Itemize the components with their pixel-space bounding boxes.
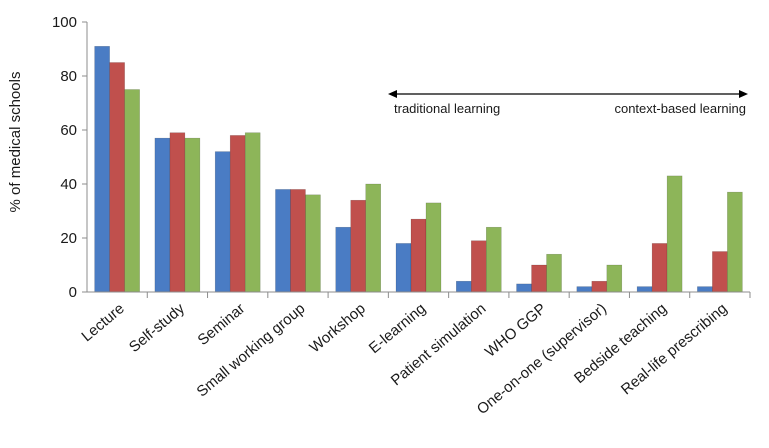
- bar-workshop-s2: [350, 199, 366, 293]
- bar-small-working-group-s3: [305, 194, 321, 293]
- bar-lecture-s1: [94, 46, 110, 293]
- y-tick-label: 40: [60, 176, 77, 193]
- bar-who-ggp-s3: [546, 253, 562, 293]
- bar-seminar-s1: [214, 151, 231, 293]
- bar-patient-simulation-s2: [471, 240, 487, 293]
- y-axis-title: % of medical schools: [7, 72, 24, 213]
- bar-who-ggp-s2: [531, 264, 547, 293]
- bar-real-life-prescribing-s1: [697, 286, 713, 293]
- bar-e-learning-s2: [410, 218, 427, 293]
- bar-one-on-one-supervisor-s2: [591, 280, 608, 293]
- bar-bedside-teaching-s1: [636, 286, 653, 293]
- bar-patient-simulation-s3: [486, 226, 502, 293]
- bar-patient-simulation-s1: [456, 280, 472, 293]
- bar-one-on-one-supervisor-s3: [606, 264, 623, 293]
- bar-self-study-s2: [169, 132, 186, 293]
- bar-one-on-one-supervisor-s1: [576, 286, 593, 293]
- x-tick-label-small-working-group: Small working group: [193, 300, 308, 400]
- bar-e-learning-s1: [395, 243, 412, 293]
- y-tick-label: 100: [52, 14, 77, 31]
- y-tick-label: 0: [69, 284, 77, 301]
- bar-workshop-s3: [365, 183, 381, 293]
- bar-self-study-s1: [154, 137, 171, 293]
- bar-small-working-group-s2: [290, 189, 306, 293]
- x-tick-label-real-life-prescribing: Real-life prescribing: [618, 300, 730, 398]
- bar-e-learning-s3: [425, 202, 442, 293]
- x-tick-label-lecture: Lecture: [78, 300, 127, 345]
- y-tick-label: 80: [60, 68, 77, 85]
- bar-bedside-teaching-s2: [651, 243, 668, 293]
- y-ticks-group: 0 20 40 60 80 100: [52, 14, 87, 301]
- y-tick-label: 20: [60, 230, 77, 247]
- x-tick-label-workshop: Workshop: [306, 300, 368, 356]
- bars-group: [94, 46, 743, 293]
- bar-workshop-s1: [335, 226, 351, 293]
- bar-who-ggp-s1: [516, 283, 532, 293]
- learning-spectrum-annotation: traditional learning context-based learn…: [388, 90, 748, 116]
- bar-bedside-teaching-s3: [666, 175, 683, 293]
- x-tick-label-seminar: Seminar: [195, 300, 249, 349]
- spectrum-arrow-left-head: [388, 90, 397, 98]
- bar-seminar-s2: [229, 135, 246, 293]
- bar-lecture-s3: [124, 89, 140, 293]
- bar-lecture-s2: [109, 62, 125, 293]
- bar-real-life-prescribing-s3: [727, 191, 743, 293]
- bar-real-life-prescribing-s2: [712, 251, 728, 293]
- bar-seminar-s3: [244, 132, 261, 293]
- traditional-learning-label: traditional learning: [394, 101, 500, 116]
- spectrum-arrow-right-head: [739, 90, 748, 98]
- bar-small-working-group-s1: [275, 189, 291, 293]
- y-tick-label: 60: [60, 122, 77, 139]
- bar-self-study-s3: [184, 137, 201, 293]
- x-tick-label-self-study: Self-study: [126, 300, 188, 356]
- context-based-learning-label: context-based learning: [614, 101, 746, 116]
